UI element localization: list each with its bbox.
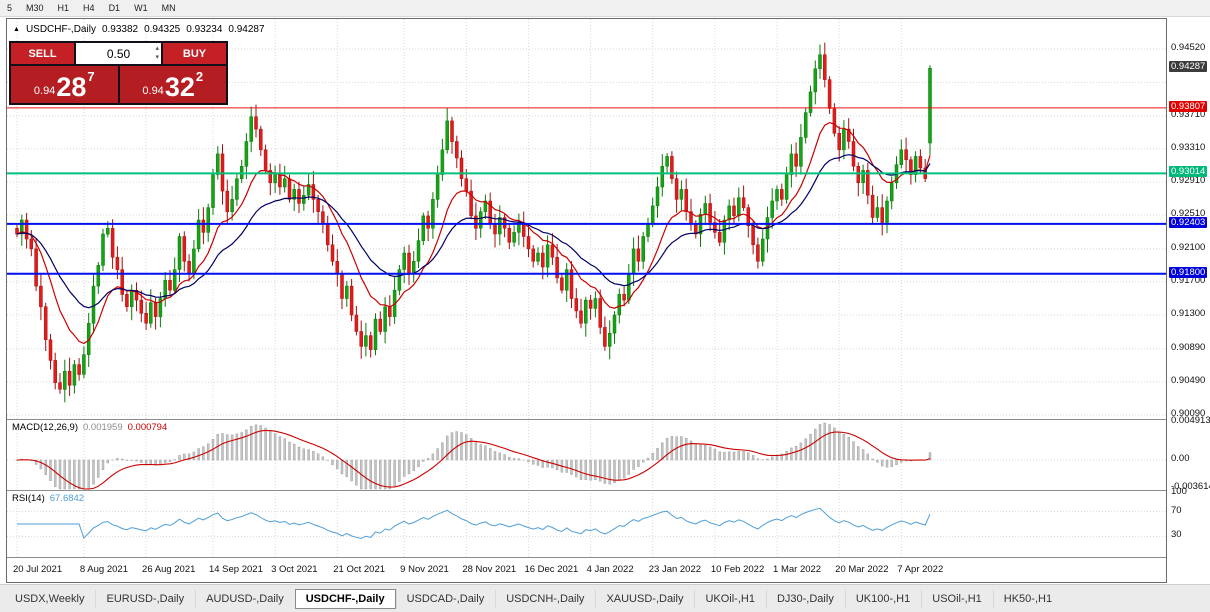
price-axis-label: 0.92510 <box>1171 208 1206 219</box>
date-label: 14 Sep 2021 <box>208 564 263 575</box>
ma-fast-line <box>16 121 931 345</box>
date-label: 21 Oct 2021 <box>333 564 386 575</box>
chart-tab-ukoil-h1[interactable]: UKOil-,H1 <box>694 588 766 609</box>
timeframe-button-5[interactable]: 5 <box>7 3 13 13</box>
chart-tab-usdcad-daily[interactable]: USDCAD-,Daily <box>395 588 496 609</box>
macd-indicator-label: MACD(12,26,9) 0.001959 0.000794 <box>12 422 168 433</box>
macd-axis-label: 0.00 <box>1171 453 1190 464</box>
chart-tab-usdchf-daily[interactable]: USDCHF-,Daily <box>294 588 396 609</box>
timeframe-button-m30[interactable]: M30 <box>26 3 44 13</box>
volume-input[interactable]: 0.50 ▴ ▾ <box>76 43 161 64</box>
chart-tab-dj30-daily[interactable]: DJ30-,Daily <box>765 588 845 609</box>
chart-tab-audusd-daily[interactable]: AUDUSD-,Daily <box>195 588 295 609</box>
chart-symbol-header: ▲ USDCHF-,Daily 0.93382 0.94325 0.93234 … <box>13 24 265 35</box>
chart-tab-usdcnh-daily[interactable]: USDCNH-,Daily <box>495 588 595 609</box>
buy-button[interactable]: BUY <box>163 43 226 64</box>
panel-toggle-icon[interactable]: ▲ <box>13 26 20 33</box>
symbol-title: USDCHF-,Daily <box>25 24 96 35</box>
date-label: 26 Aug 2021 <box>142 564 196 575</box>
date-axis[interactable]: 20 Jul 2021 8 Aug 2021 26 Aug 2021 14 Sep 2… <box>7 558 1166 582</box>
price-badge: 0.93807 <box>1169 101 1208 112</box>
rsi-line <box>17 507 931 540</box>
macd-axis-label: 0.004913 <box>1171 415 1210 426</box>
sell-price-display[interactable]: 0.94 28 7 <box>11 66 118 103</box>
buy-price-prefix: 0.94 <box>142 85 164 97</box>
chart-tab-uk100-h1[interactable]: UK100-,H1 <box>844 588 921 609</box>
timeframe-toolbar: 5 M30 H1 H4 D1 W1 MN <box>0 0 1210 17</box>
chart-tab-bar: USDX,Weekly EURUSD-,Daily AUDUSD-,Daily USD… <box>0 584 1210 612</box>
sell-price-sup: 7 <box>87 69 95 84</box>
timeframe-button-h1[interactable]: H1 <box>57 3 70 13</box>
sell-price-prefix: 0.94 <box>33 85 56 97</box>
date-label: 20 Mar 2022 <box>835 564 889 575</box>
one-click-trading-panel: SELL 0.50 ▴ ▾ BUY 0.94 28 7 0.94 32 2 <box>9 41 228 105</box>
chart-window[interactable]: ▲ USDCHF-,Daily 0.93382 0.94325 0.93234 … <box>6 18 1167 583</box>
ohlc-open: 0.93382 <box>101 24 139 35</box>
buy-price-sup: 2 <box>195 69 204 84</box>
price-badge: 0.93014 <box>1169 166 1208 177</box>
price-axis-label: 0.91700 <box>1171 275 1206 286</box>
price-axis-label: 0.94520 <box>1171 42 1206 53</box>
rsi-axis-label: 100 <box>1171 486 1187 497</box>
date-label: 20 Jul 2021 <box>13 564 63 575</box>
ohlc-close: 0.94287 <box>228 24 265 35</box>
price-axis[interactable]: 0.94520 0.93710 0.93310 0.92910 0.92510 0.921… <box>1168 0 1210 583</box>
price-axis-label: 0.90890 <box>1171 342 1206 353</box>
timeframe-button-mn[interactable]: MN <box>161 3 176 13</box>
price-axis-label: 0.92910 <box>1171 175 1206 186</box>
chart-tab-xauusd-daily[interactable]: XAUUSD-,Daily <box>595 588 694 609</box>
macd-signal-line <box>16 429 931 490</box>
date-label: 7 Apr 2022 <box>897 564 944 575</box>
rsi-indicator-label: RSI(14) 67.6842 <box>12 493 85 504</box>
price-badge: 0.94287 <box>1169 61 1208 72</box>
price-axis-label: 0.91300 <box>1171 308 1206 319</box>
timeframe-button-d1[interactable]: D1 <box>108 3 121 13</box>
sell-button[interactable]: SELL <box>11 43 74 64</box>
rsi-axis-label: 30 <box>1171 529 1182 540</box>
macd-axis-label: -0.003614 <box>1171 481 1210 492</box>
price-badge: 0.91800 <box>1169 267 1208 278</box>
date-label: 3 Oct 2021 <box>271 564 318 575</box>
date-label: 10 Feb 2022 <box>710 564 765 575</box>
volume-value: 0.50 <box>106 46 131 61</box>
spinner-down-icon[interactable]: ▾ <box>155 54 159 61</box>
price-axis-label: 0.90090 <box>1171 408 1206 419</box>
ohlc-low: 0.93234 <box>186 24 223 35</box>
date-label: 8 Aug 2021 <box>79 564 128 575</box>
macd-main-value: 0.001959 <box>83 422 123 433</box>
chart-tab-hk50-h1[interactable]: HK50-,H1 <box>992 588 1063 609</box>
rsi-value: 67.6842 <box>49 493 85 504</box>
macd-signal-value: 0.000794 <box>127 422 168 433</box>
ohlc-high: 0.94325 <box>144 24 181 35</box>
timeframe-button-h4[interactable]: H4 <box>83 3 95 13</box>
date-label: 28 Nov 2021 <box>462 564 517 575</box>
rsi-axis-label: 70 <box>1171 505 1182 516</box>
chart-tab-eurusd-daily[interactable]: EURUSD-,Daily <box>95 588 195 609</box>
ma-slow-line <box>16 154 931 309</box>
chart-tab-usdx-weekly[interactable]: USDX,Weekly <box>15 592 85 605</box>
date-label: 4 Jan 2022 <box>586 564 634 575</box>
chart-canvas[interactable] <box>7 19 1166 582</box>
volume-spinner[interactable]: ▴ ▾ <box>155 44 159 62</box>
price-badge: 0.92403 <box>1169 217 1208 228</box>
buy-price-display[interactable]: 0.94 32 2 <box>119 66 226 103</box>
buy-price-big: 32 <box>164 72 195 102</box>
date-label: 16 Dec 2021 <box>524 564 579 575</box>
date-label: 1 Mar 2022 <box>773 564 822 575</box>
spinner-up-icon[interactable]: ▴ <box>155 45 159 52</box>
price-axis-label: 0.92100 <box>1171 242 1206 253</box>
level-lines-layer <box>7 107 1166 275</box>
date-label: 23 Jan 2022 <box>648 564 702 575</box>
price-axis-label: 0.93310 <box>1171 142 1206 153</box>
price-axis-label: 0.93710 <box>1171 109 1206 120</box>
candles-layer <box>15 42 932 403</box>
price-axis-label: 0.90490 <box>1171 375 1206 386</box>
timeframe-button-w1[interactable]: W1 <box>134 3 148 13</box>
chart-tab-usoil-h1[interactable]: USOil-,H1 <box>921 588 993 609</box>
sell-price-big: 28 <box>56 72 87 102</box>
macd-histogram <box>15 422 932 490</box>
date-label: 9 Nov 2021 <box>400 564 449 575</box>
